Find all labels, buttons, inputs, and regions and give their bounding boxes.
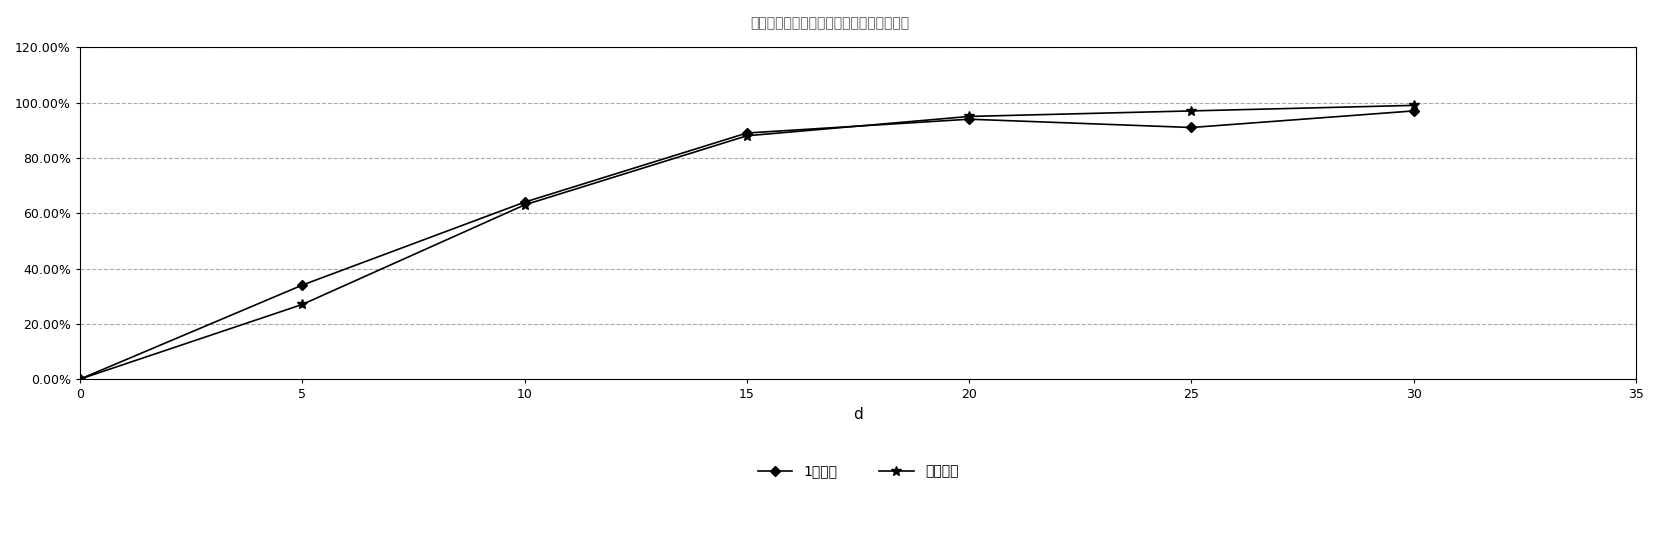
1号样品 [292,282,312,288]
1号样品 [514,199,534,205]
二号样品 [292,301,312,308]
Line: 1号样品: 1号样品 [76,108,1417,383]
1号样品 [1181,124,1201,131]
Line: 二号样品: 二号样品 [75,100,1418,384]
二号样品 [1404,102,1423,109]
X-axis label: d: d [853,407,863,422]
1号样品 [70,376,90,382]
二号样品 [514,201,534,208]
二号样品 [737,133,757,139]
二号样品 [1181,108,1201,114]
Legend: 1号样品, 二号样品: 1号样品, 二号样品 [752,459,964,484]
1号样品 [1404,108,1423,114]
1号样品 [959,116,979,122]
1号样品 [737,130,757,136]
二号样品 [959,113,979,120]
Text: 重组人血管内皮抑制素缓释微球的制备方法: 重组人血管内皮抑制素缓释微球的制备方法 [750,16,909,31]
二号样品 [70,376,90,382]
